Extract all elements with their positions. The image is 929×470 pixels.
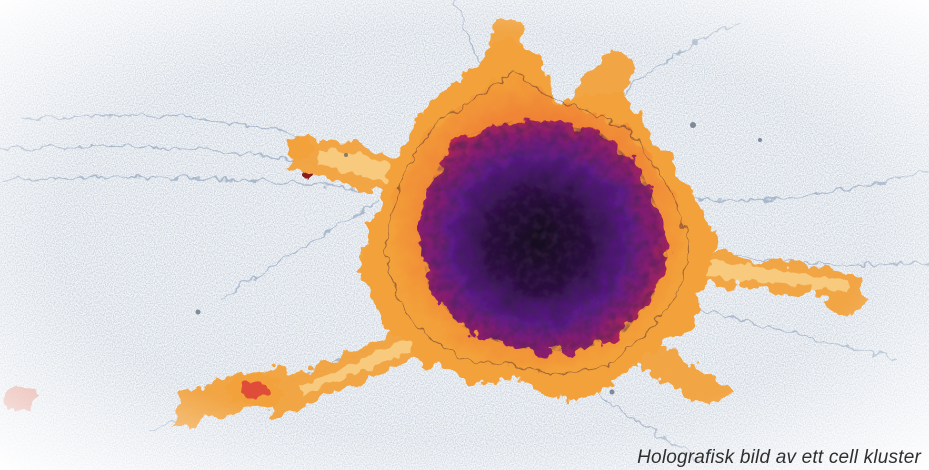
image-caption: Holografisk bild av ett cell kluster [637, 447, 921, 468]
